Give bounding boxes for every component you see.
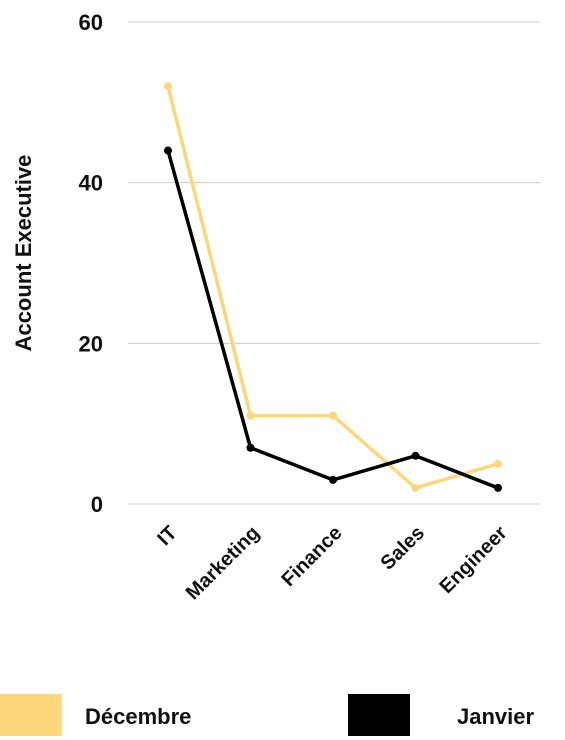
y-tick-label: 60 [79,10,103,35]
y-axis-label: Account Executive [11,155,36,352]
y-tick-label: 40 [79,171,103,196]
series-line-1 [166,150,499,490]
legend-label: Janvier [457,704,534,729]
legend-label: Décembre [85,704,191,729]
data-point [329,475,337,484]
legend-swatch [348,694,410,736]
data-point [494,459,502,468]
data-point [411,451,420,460]
data-point [164,82,172,91]
y-tick-label: 0 [91,492,103,517]
series-line-0 [166,85,499,490]
data-point [329,411,337,420]
legend: Décembre Janvier [0,694,534,736]
data-point [246,411,255,420]
x-category-label: Engineer [435,522,511,598]
y-axis-ticks: 0 20 40 60 [79,10,103,517]
x-category-label: Marketing [182,522,264,604]
gridlines [128,21,540,505]
data-point [164,146,172,155]
x-category-label: Finance [278,522,347,591]
x-axis-categories: IT Marketing Finance Sales Engineer [153,522,511,605]
legend-swatch [0,694,62,736]
x-category-label: IT [153,522,181,550]
y-tick-label: 20 [79,331,103,356]
series-lines [164,82,502,492]
x-category-label: Sales [377,522,430,575]
data-point [411,483,420,492]
data-point [494,483,502,492]
data-point [246,443,255,452]
